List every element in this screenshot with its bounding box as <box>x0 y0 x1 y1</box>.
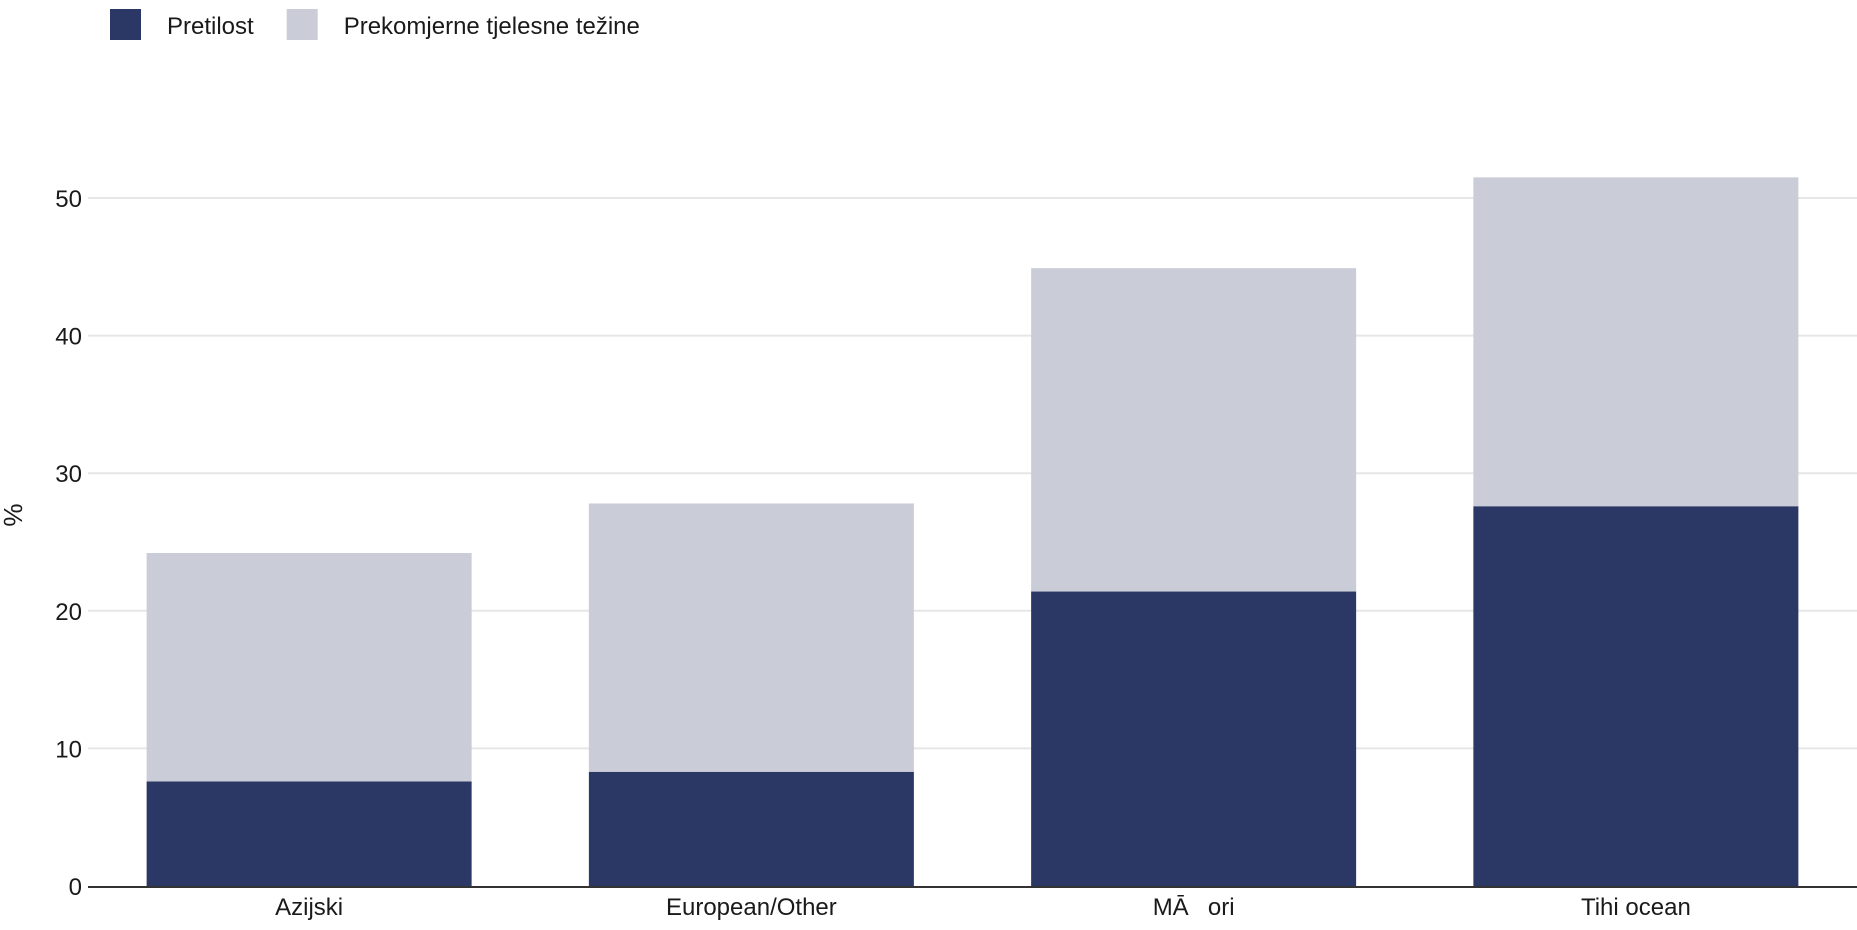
y-tick-label-10: 10 <box>55 736 82 763</box>
y-tick-label-50: 50 <box>55 186 82 213</box>
bar-2-2 <box>588 503 914 772</box>
bar-2-3 <box>1031 268 1357 592</box>
x-tick-label-4: Tihi ocean <box>1581 894 1691 921</box>
bar-1-4 <box>1473 506 1799 886</box>
bars <box>146 177 1799 886</box>
y-tick-label-20: 20 <box>55 599 82 626</box>
x-tick-label-1: Azijski <box>275 894 343 921</box>
bar-2-4 <box>1473 177 1799 507</box>
bar-2-1 <box>146 553 472 782</box>
bar-1-3 <box>1031 591 1357 886</box>
legend-swatch-2 <box>286 9 318 40</box>
bar-1-2 <box>588 771 914 886</box>
legend: Pretilost Prekomjerne tjelesne težine <box>110 9 640 40</box>
y-tick-label-40: 40 <box>55 324 82 351</box>
x-tick-label-2: European/Other <box>666 894 837 921</box>
y-axis-ticks: 0 10 20 30 40 50 <box>55 186 82 901</box>
legend-label-2: Prekomjerne tjelesne težine <box>344 13 640 40</box>
legend-swatch-1 <box>110 9 141 40</box>
y-tick-label-30: 30 <box>55 461 82 488</box>
x-tick-label-3: MĀori <box>1153 894 1235 921</box>
legend-label-1: Pretilost <box>167 13 254 40</box>
y-axis-title: % <box>0 503 28 526</box>
x-axis-ticks: Azijski European/Other MĀori Tihi ocean <box>275 894 1691 921</box>
y-tick-label-0: 0 <box>69 874 82 901</box>
bar-1-1 <box>146 781 472 886</box>
